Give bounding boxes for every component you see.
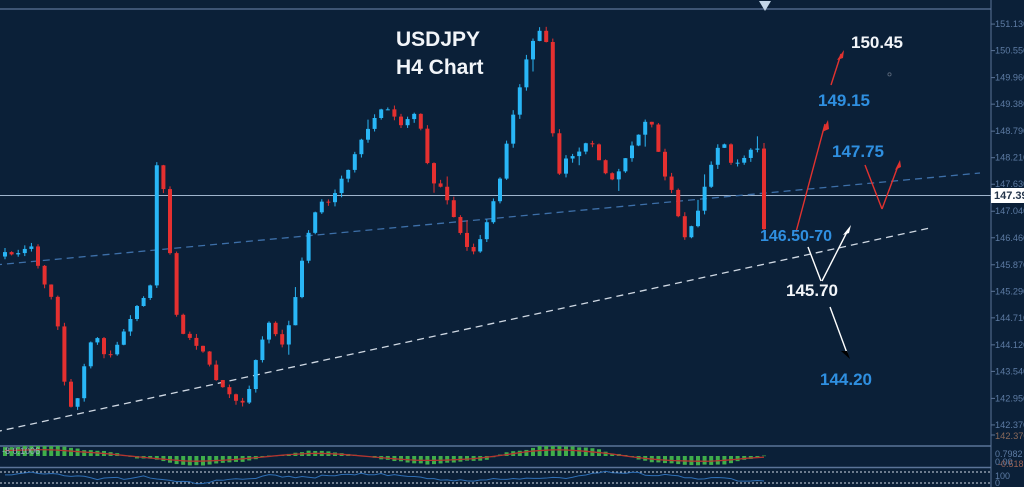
svg-text:148.210: 148.210 xyxy=(995,153,1024,163)
svg-text:146.50-70: 146.50-70 xyxy=(760,228,832,245)
svg-text:142.370: 142.370 xyxy=(995,431,1024,441)
svg-text:150.45: 150.45 xyxy=(851,33,903,52)
svg-text:144.710: 144.710 xyxy=(995,313,1024,323)
svg-text:H4 Chart: H4 Chart xyxy=(396,56,484,79)
svg-text:146.460: 146.460 xyxy=(995,233,1024,243)
svg-text:148.790: 148.790 xyxy=(995,126,1024,136)
svg-text:147.040: 147.040 xyxy=(995,206,1024,216)
svg-text:145.70: 145.70 xyxy=(786,281,838,300)
svg-text:149.380: 149.380 xyxy=(995,99,1024,109)
svg-text:149.960: 149.960 xyxy=(995,73,1024,83)
svg-text:142.370: 142.370 xyxy=(995,420,1024,430)
svg-text:145.290: 145.290 xyxy=(995,286,1024,296)
svg-text:147.75: 147.75 xyxy=(832,142,884,161)
svg-text:0: 0 xyxy=(995,478,1000,487)
svg-text:143.540: 143.540 xyxy=(995,366,1024,376)
svg-text:142.950: 142.950 xyxy=(995,393,1024,403)
svg-text:144.120: 144.120 xyxy=(995,340,1024,350)
svg-text:-8 0.1006: -8 0.1006 xyxy=(2,446,40,456)
svg-text:USDJPY: USDJPY xyxy=(396,28,480,51)
svg-text:149.15: 149.15 xyxy=(818,91,870,110)
svg-text:-0.5182: -0.5182 xyxy=(998,459,1024,469)
svg-text:151.130: 151.130 xyxy=(995,19,1024,29)
svg-text:147.630: 147.630 xyxy=(995,179,1024,189)
svg-text:147.393: 147.393 xyxy=(994,190,1024,202)
svg-text:150.550: 150.550 xyxy=(995,46,1024,56)
svg-text:144.20: 144.20 xyxy=(820,370,872,389)
svg-text:145.870: 145.870 xyxy=(995,260,1024,270)
